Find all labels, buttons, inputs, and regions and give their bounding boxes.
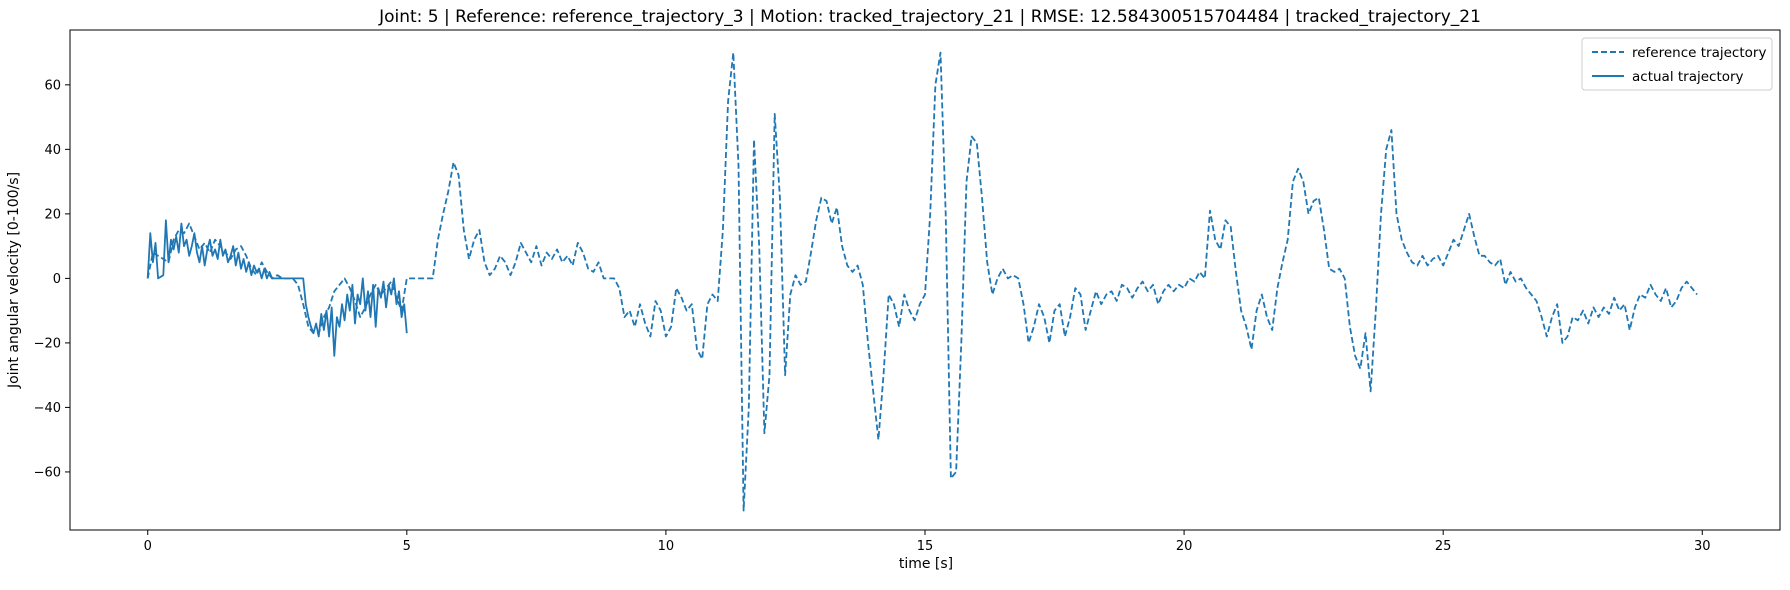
- plot-area: [69, 29, 1781, 531]
- x-axis: 0 5 10 15 20 25 30: [144, 530, 1711, 554]
- x-tick-label: 15: [917, 539, 934, 554]
- reference-trajectory-line: [146, 51, 1698, 512]
- y-tick-label: −60: [34, 465, 61, 480]
- y-tick-label: 0: [53, 272, 61, 287]
- x-tick-label: 0: [144, 539, 152, 554]
- legend-label-actual: actual trajectory: [1632, 69, 1744, 85]
- y-tick-label: 20: [44, 207, 61, 222]
- x-tick-label: 5: [403, 539, 411, 554]
- y-tick-label: −40: [34, 401, 61, 416]
- y-tick-label: 60: [44, 78, 61, 93]
- legend-label-reference: reference trajectory: [1632, 45, 1766, 61]
- x-tick-label: 30: [1694, 539, 1711, 554]
- actual-trajectory-line: [146, 219, 408, 357]
- y-axis: −60 −40 −20 0 20 40 60: [34, 78, 70, 480]
- y-tick-label: −20: [34, 336, 61, 351]
- x-tick-label: 25: [1435, 539, 1452, 554]
- x-tick-label: 20: [1176, 539, 1193, 554]
- series-layer: [146, 51, 1698, 512]
- chart-title: Joint: 5 | Reference: reference_trajecto…: [378, 7, 1481, 27]
- x-tick-label: 10: [658, 539, 675, 554]
- x-axis-label: time [s]: [899, 556, 953, 572]
- y-tick-label: 40: [44, 143, 61, 158]
- plot-frame: [69, 29, 1781, 531]
- y-axis-label: Joint angular velocity [0-100/s]: [6, 172, 22, 389]
- legend-box: [1581, 37, 1773, 91]
- legend: reference trajectory actual trajectory: [1581, 37, 1773, 91]
